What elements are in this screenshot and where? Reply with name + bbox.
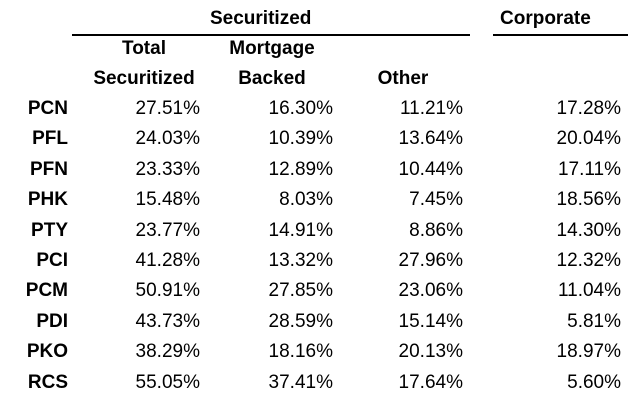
- cell-total-securitized: 38.29%: [135, 341, 200, 363]
- cell-other: 23.06%: [398, 280, 463, 302]
- cell-mortgage-backed: 12.89%: [268, 158, 333, 180]
- table-row: PCM 50.91% 27.85% 23.06% 11.04%: [0, 276, 640, 306]
- cell-corporate: 5.60%: [567, 371, 621, 393]
- cell-other: 17.64%: [398, 371, 463, 393]
- cell-mortgage-backed: 28.59%: [268, 310, 333, 332]
- col-header-other-line2: Other: [377, 68, 429, 89]
- table-row: PFN 23.33% 12.89% 10.44% 17.11%: [0, 155, 640, 185]
- cell-mortgage-backed: 27.85%: [268, 280, 333, 302]
- cell-mortgage-backed: 14.91%: [268, 219, 333, 241]
- table-row: PDI 43.73% 28.59% 15.14% 5.81%: [0, 307, 640, 337]
- cell-total-securitized: 27.51%: [135, 98, 200, 119]
- table-row: PKO 38.29% 18.16% 20.13% 18.97%: [0, 337, 640, 367]
- col-header-total-line1: Total: [122, 38, 166, 59]
- cell-total-securitized: 23.77%: [135, 219, 200, 241]
- cell-other: 15.14%: [398, 310, 463, 332]
- row-label: PFL: [32, 128, 68, 150]
- row-label: PCM: [25, 280, 68, 302]
- cell-mortgage-backed: 16.30%: [268, 98, 333, 119]
- cell-total-securitized: 23.33%: [135, 158, 200, 180]
- col-header-other-line1: [348, 34, 458, 64]
- cell-corporate: 17.28%: [556, 98, 621, 119]
- cell-corporate: 11.04%: [557, 280, 621, 302]
- cell-total-securitized: 15.48%: [135, 189, 200, 211]
- cell-total-securitized: 41.28%: [135, 250, 200, 271]
- cell-corporate: 17.11%: [557, 158, 621, 180]
- securitized-underline: [72, 34, 470, 36]
- col-header-total-securitized: Total Securitized: [84, 34, 204, 94]
- table-row: PFL 24.03% 10.39% 13.64% 20.04%: [0, 124, 640, 154]
- cell-mortgage-backed: 10.39%: [268, 128, 333, 150]
- row-label: PCI: [36, 250, 68, 271]
- cell-mortgage-backed: 13.32%: [268, 250, 333, 271]
- row-label: PHK: [27, 189, 68, 211]
- cell-total-securitized: 24.03%: [135, 128, 200, 150]
- cell-other: 27.96%: [398, 250, 463, 271]
- row-label: PFN: [30, 158, 68, 180]
- cell-total-securitized: 50.91%: [135, 280, 200, 302]
- table-row: RCS 55.05% 37.41% 17.64% 5.60%: [0, 368, 640, 398]
- cell-corporate: 12.32%: [556, 250, 621, 271]
- cell-mortgage-backed: 37.41%: [268, 371, 333, 393]
- table-row: PCN 27.51% 16.30% 11.21% 17.28%: [0, 94, 640, 124]
- cell-mortgage-backed: 8.03%: [279, 189, 333, 211]
- table-row: PCI 41.28% 13.32% 27.96% 12.32%: [0, 246, 640, 276]
- cell-mortgage-backed: 18.16%: [268, 341, 333, 363]
- col-header-other: Other: [348, 34, 458, 94]
- cell-other: 10.44%: [398, 158, 463, 180]
- table-row: PHK 15.48% 8.03% 7.45% 18.56%: [0, 185, 640, 215]
- row-label: RCS: [27, 371, 68, 393]
- corporate-group-header: Corporate: [500, 8, 591, 29]
- col-header-mortgage-line2: Backed: [238, 68, 306, 89]
- cell-corporate: 14.30%: [556, 219, 621, 241]
- row-label: PDI: [36, 310, 68, 332]
- col-header-mortgage-backed: Mortgage Backed: [212, 34, 332, 94]
- cell-corporate: 18.56%: [556, 189, 621, 211]
- table-row: PTY 23.77% 14.91% 8.86% 14.30%: [0, 216, 640, 246]
- cell-total-securitized: 43.73%: [135, 310, 200, 332]
- cell-other: 13.64%: [398, 128, 463, 150]
- cell-corporate: 5.81%: [567, 310, 621, 332]
- col-header-mortgage-line1: Mortgage: [229, 38, 315, 59]
- cell-corporate: 18.97%: [556, 341, 621, 363]
- cell-other: 7.45%: [409, 189, 463, 211]
- col-header-total-line2: Securitized: [93, 68, 195, 89]
- corporate-underline: [493, 34, 628, 36]
- cell-total-securitized: 55.05%: [135, 371, 200, 393]
- row-label: PKO: [26, 341, 68, 363]
- cell-corporate: 20.04%: [556, 128, 621, 150]
- cell-other: 20.13%: [398, 341, 463, 363]
- cell-other: 11.21%: [399, 98, 463, 119]
- securitized-group-header: Securitized: [210, 8, 312, 29]
- row-label: PCN: [27, 98, 68, 119]
- cell-other: 8.86%: [409, 219, 463, 241]
- row-label: PTY: [31, 219, 68, 241]
